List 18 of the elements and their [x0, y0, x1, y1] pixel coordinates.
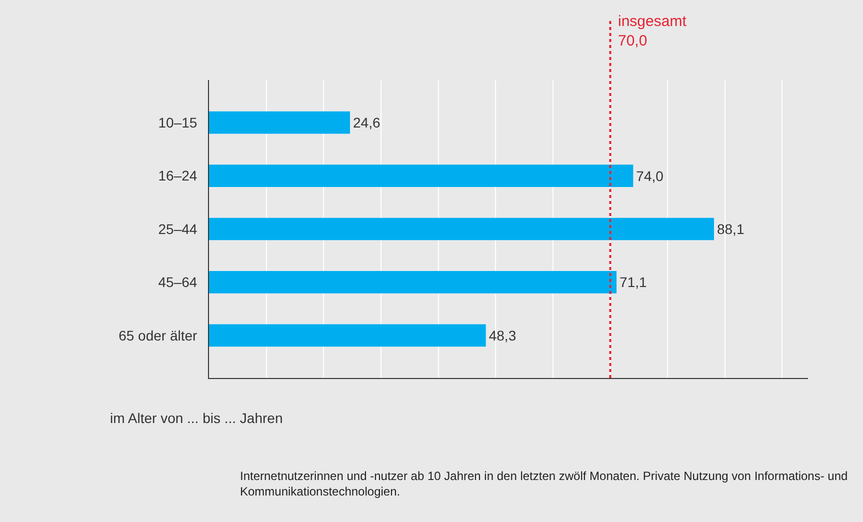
bar [209, 324, 486, 347]
y-tick-label: 16–24 [158, 168, 198, 184]
data-label: 48,3 [488, 327, 516, 344]
y-tick-label: 45–64 [158, 274, 198, 290]
data-label: 74,0 [636, 168, 664, 184]
y-tick-label: 25–44 [158, 220, 198, 237]
text: Internetnutzerinnen und -nutzer ab 10 Jahren in den letzten zwölf Monaten. Private Nutzung von Informations- und Kommunikationstechnologien. [240, 469, 848, 499]
y-axis-title: im Alter von ... bis ... Jahren [110, 410, 283, 426]
data-label: 71,1 [620, 274, 648, 290]
data-label: 88,1 [716, 221, 744, 238]
bar [209, 164, 634, 187]
bar [209, 111, 350, 134]
bar [209, 218, 714, 240]
ref-line-label: insgesamt 70,0 [618, 13, 688, 50]
y-tick-label: 10–15 [158, 114, 198, 130]
data-label: 24,6 [353, 114, 380, 131]
bar [209, 271, 617, 294]
y-tick-label: 65 oder älter [118, 327, 198, 344]
